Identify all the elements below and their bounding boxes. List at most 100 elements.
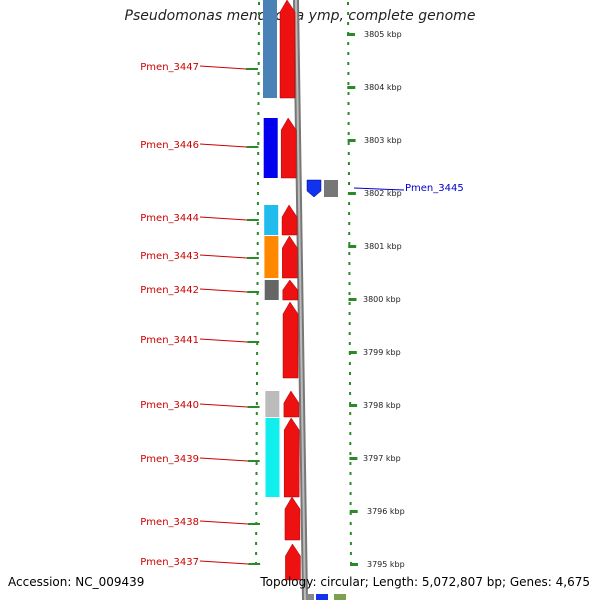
ruler-tick: [349, 452, 352, 455]
gene-label[interactable]: Pmen_3447: [140, 62, 199, 73]
ruler-tick: [257, 102, 260, 105]
ruler-tick: [258, 2, 260, 5]
ruler-tick: [256, 372, 258, 375]
ruler-tick: [348, 212, 351, 215]
gene-arrow[interactable]: [284, 496, 301, 541]
gene-arrow[interactable]: [282, 301, 299, 379]
gene-position-tick: [247, 341, 260, 343]
gene-arrow[interactable]: [282, 235, 298, 279]
ruler-tick: [347, 42, 350, 45]
ruler-tick: [349, 382, 351, 385]
ruler-tick: [348, 332, 351, 335]
gene-position-tick: [246, 146, 259, 148]
ruler-tick: [347, 102, 350, 105]
ruler-tick: [257, 172, 260, 175]
ruler-tick: [257, 182, 259, 185]
ruler-tick: [256, 352, 259, 355]
gene-arrow[interactable]: [281, 204, 298, 236]
ruler-tick: [256, 222, 259, 225]
ruler-tick: [255, 402, 258, 405]
gene-leader-line: [199, 403, 248, 408]
ruler-tick: [255, 512, 258, 515]
ruler-tick: [256, 252, 259, 255]
ruler-tick: [349, 532, 352, 535]
gene-label[interactable]: Pmen_3441: [140, 335, 199, 346]
gene-arrow[interactable]: [282, 279, 299, 301]
ruler-tick: [347, 112, 350, 115]
ruler-tick: [349, 522, 352, 525]
ruler-tick: [347, 72, 350, 75]
gene-label[interactable]: Pmen_3440: [140, 400, 199, 411]
ruler-tick: [348, 302, 351, 305]
ruler-tick: [347, 52, 350, 55]
scale-label: 3803 kbp: [364, 136, 402, 145]
gene-position-tick: [247, 291, 260, 293]
ruler-tick: [349, 432, 352, 435]
gene-leader-line: [199, 457, 248, 462]
ruler-tick: [347, 92, 350, 95]
ruler-tick: [347, 62, 350, 65]
scale-labels: 3805 kbp 3804 kbp 3803 kbp 3802 kbp 3801 kbp…: [347, 30, 405, 569]
ruler-tick: [347, 152, 350, 155]
ruler-tick: [256, 312, 259, 315]
gene-position-tick: [248, 563, 261, 565]
gene-leader-line: [199, 65, 247, 70]
ruler-tick: [257, 152, 260, 155]
gene-label[interactable]: Pmen_3445: [405, 183, 464, 194]
gene-label[interactable]: Pmen_3438: [140, 517, 199, 528]
gene-label[interactable]: Pmen_3443: [140, 251, 199, 262]
ruler-tick: [256, 362, 259, 365]
ruler-tick: [255, 542, 258, 545]
ruler-tick: [348, 322, 351, 325]
gene-label[interactable]: Pmen_3446: [140, 140, 199, 151]
ruler-tick: [348, 292, 351, 295]
gene-label[interactable]: Pmen_3442: [140, 285, 199, 296]
ruler-tick: [255, 412, 258, 415]
ruler-tick: [256, 212, 259, 215]
scale-major-tick: [349, 457, 358, 460]
ruler-tick: [349, 472, 352, 475]
ruler-tick: [256, 322, 259, 325]
ruler-tick: [255, 502, 258, 505]
scale-label: 3795 kbp: [367, 560, 405, 569]
ruler-tick: [257, 192, 259, 195]
gene-blocks: [263, 0, 338, 581]
ruler-tick: [255, 462, 258, 465]
gene-arrow[interactable]: [280, 117, 297, 179]
gene-cog-bar: [264, 205, 279, 235]
gene-leader-line: [199, 560, 249, 565]
gene-label[interactable]: Pmen_3439: [140, 454, 199, 465]
ruler-tick: [349, 402, 352, 405]
ruler-tick: [347, 172, 350, 175]
ruler-tick: [256, 342, 259, 345]
ruler-tick: [255, 442, 258, 445]
gene-leader-line: [199, 254, 247, 259]
ruler-tick: [348, 282, 351, 285]
ruler-tick: [255, 552, 258, 555]
ruler-tick: [349, 492, 352, 495]
ruler-tick: [255, 432, 258, 435]
left-ruler: [255, 2, 260, 565]
scale-label: 3797 kbp: [363, 454, 401, 463]
gene-arrow[interactable]: [283, 390, 300, 418]
ruler-tick: [349, 502, 352, 505]
scale-label: 3800 kbp: [363, 295, 401, 304]
ruler-tick: [255, 472, 258, 475]
ruler-tick: [348, 202, 351, 205]
ruler-tick: [348, 242, 351, 245]
ruler-tick: [257, 72, 260, 75]
gene-arrow[interactable]: [306, 179, 322, 198]
ruler-tick: [257, 52, 260, 55]
gene-arrow[interactable]: [279, 0, 296, 99]
gene-arrow[interactable]: [285, 543, 301, 581]
ruler-tick: [257, 142, 260, 145]
gene-label[interactable]: Pmen_3437: [140, 557, 199, 568]
ruler-tick: [348, 312, 351, 315]
gene-arrow[interactable]: [283, 417, 300, 498]
ruler-tick: [255, 492, 258, 495]
ruler-tick: [349, 422, 352, 425]
right-ruler: [347, 2, 352, 565]
gene-label[interactable]: Pmen_3444: [140, 213, 199, 224]
gene-cog-bar: [265, 391, 280, 417]
gene-position-tick: [247, 460, 260, 462]
